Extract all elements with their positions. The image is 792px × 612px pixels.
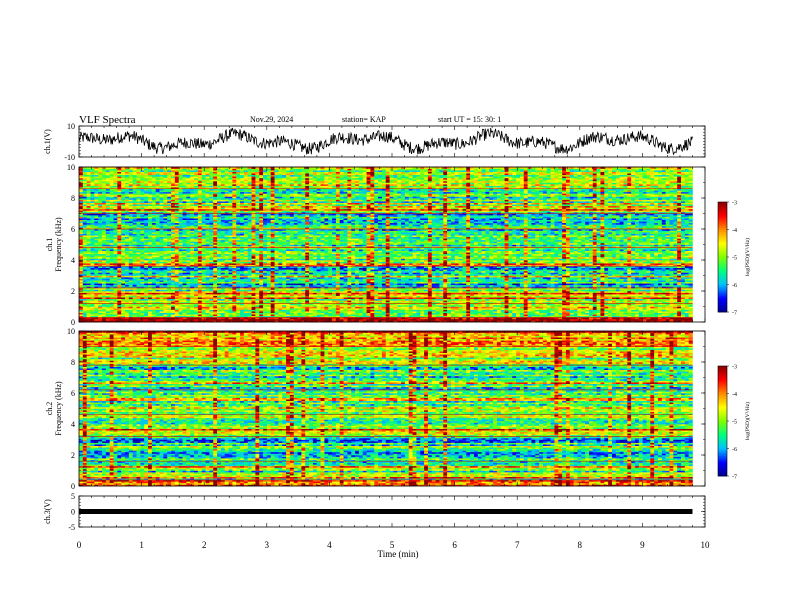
ch1-waveform-y-tick-label: 10 xyxy=(67,122,75,131)
ch1-waveform-panel: 10 -10 ch.1(V) xyxy=(43,122,705,162)
vlf-figure: VLF Spectra Nov.29, 2024 station= KAP st… xyxy=(0,0,792,612)
ch1-waveform-ylabel: ch.1(V) xyxy=(43,129,52,154)
figure-title: VLF Spectra xyxy=(79,114,136,126)
start-time-label: start UT = 15: 30: 1 xyxy=(438,115,501,124)
ch1-waveform-y-tick-label: -10 xyxy=(64,153,75,162)
station-label: station= KAP xyxy=(342,115,386,124)
date-label: Nov.29, 2024 xyxy=(250,115,293,124)
ch1-waveform-line xyxy=(79,128,693,154)
